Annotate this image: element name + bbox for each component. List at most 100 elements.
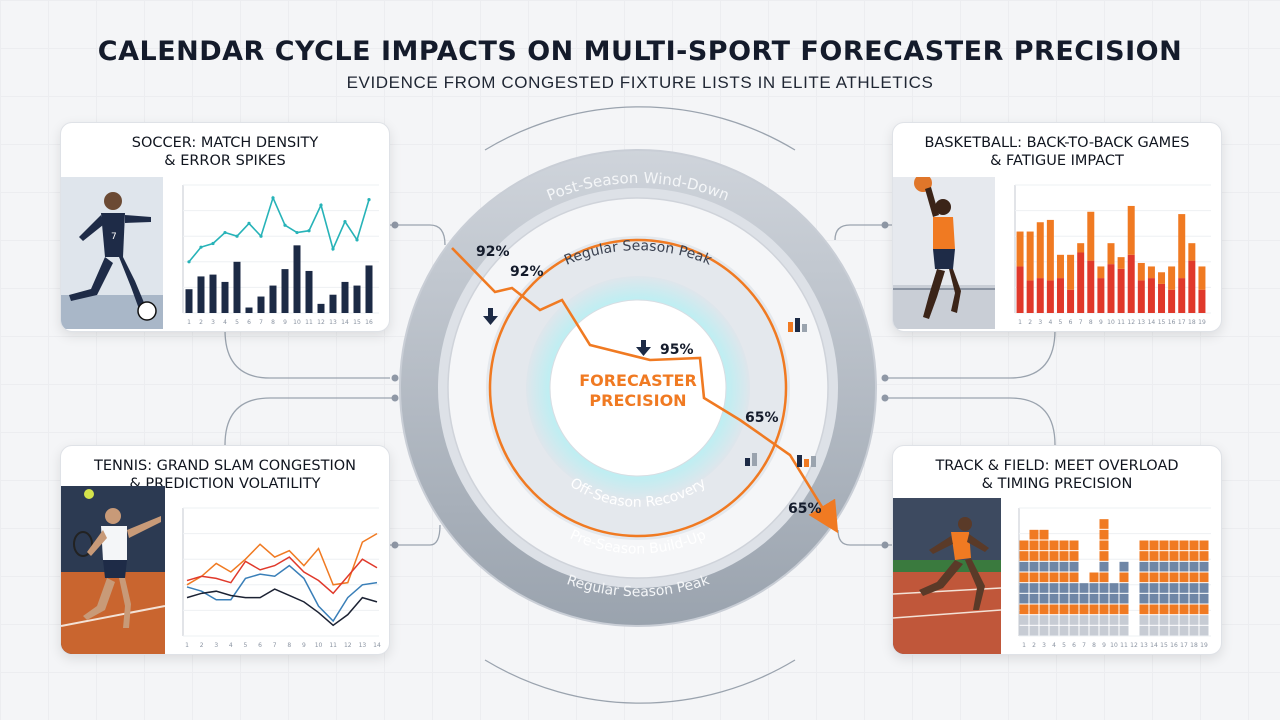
bar-soccer — [353, 285, 361, 313]
bar-basketball-top — [1127, 205, 1135, 255]
bar-soccer — [329, 294, 337, 313]
x-tick-label: 10 — [293, 319, 301, 326]
bar-basketball-top — [1137, 262, 1145, 281]
bar-basketball-base — [1016, 266, 1024, 313]
bar-basketball-base — [1087, 260, 1095, 313]
block-track — [1199, 572, 1209, 583]
x-tick-label: 15 — [1160, 642, 1168, 649]
block-track — [1029, 572, 1039, 583]
x-tick-label: 16 — [1168, 319, 1176, 326]
block-track — [1039, 625, 1049, 636]
center-label-line1: FORECASTER — [579, 371, 697, 390]
block-track — [1089, 625, 1099, 636]
x-tick-label: 6 — [1069, 319, 1073, 326]
bar-basketball-top — [1117, 257, 1125, 269]
point-soccer — [211, 241, 215, 246]
x-tick-label: 11 — [305, 319, 313, 326]
block-track — [1159, 604, 1169, 615]
bar-basketball-top — [1087, 211, 1095, 261]
bar-basketball-base — [1147, 278, 1155, 313]
x-tick-label: 7 — [259, 319, 263, 326]
block-track — [1169, 625, 1179, 636]
x-tick-label: 16 — [365, 319, 373, 326]
line-tennis — [186, 556, 378, 595]
x-tick-label: 9 — [1099, 319, 1103, 326]
block-track — [1119, 561, 1129, 572]
bar-basketball-top — [1046, 219, 1054, 281]
x-tick-label: 7 — [1082, 642, 1086, 649]
x-tick-label: 3 — [211, 319, 215, 326]
block-track — [1099, 593, 1109, 604]
bar-soccer — [341, 281, 349, 313]
bar-basketball-top — [1016, 231, 1024, 267]
block-track — [1039, 561, 1049, 572]
block-track — [1149, 540, 1159, 551]
block-track — [1139, 561, 1149, 572]
block-track — [1149, 615, 1159, 625]
x-tick-label: 9 — [302, 642, 306, 649]
basketball-player-illustration — [893, 177, 995, 329]
mini-bars-icon — [788, 318, 807, 332]
block-track — [1019, 615, 1029, 625]
block-track — [1059, 615, 1069, 625]
block-track — [1099, 615, 1109, 625]
line-tennis — [186, 532, 378, 586]
bar-basketball-base — [1127, 254, 1135, 313]
block-track — [1189, 593, 1199, 604]
block-track — [1059, 604, 1069, 615]
x-tick-label: 16 — [1170, 642, 1178, 649]
track-chart: 1 2 3 4 5 6 7 8 9 10 11 12 13 14 15 16 17 18 19 — [1018, 507, 1211, 649]
svg-text:7: 7 — [111, 232, 117, 242]
block-track — [1019, 572, 1029, 583]
panel-track: TRACK & FIELD: MEET OVERLOAD & TIMING PR… — [892, 445, 1222, 655]
block-track — [1169, 540, 1179, 551]
bar-basketball-base — [1188, 260, 1196, 313]
x-tick-label: 11 — [1120, 642, 1128, 649]
bar-soccer — [233, 261, 241, 313]
x-tick-label: 15 — [353, 319, 361, 326]
outer-halo-bottom — [484, 659, 796, 704]
point-soccer — [331, 247, 335, 251]
connector-dots — [391, 221, 889, 549]
block-track — [1059, 583, 1069, 593]
block-track — [1099, 572, 1109, 583]
x-tick-label: 13 — [329, 319, 337, 326]
block-track — [1179, 625, 1189, 636]
block-track — [1029, 604, 1039, 615]
soccer-chart: 1 2 3 4 5 6 7 8 9 10 11 12 13 14 15 16 — [182, 184, 379, 326]
block-track — [1039, 604, 1049, 615]
block-track — [1109, 593, 1119, 604]
block-track — [1179, 583, 1189, 593]
x-tick-label: 5 — [235, 319, 239, 326]
bar-soccer — [257, 296, 265, 313]
block-track — [1139, 551, 1149, 561]
block-track — [1069, 604, 1079, 615]
down-arrow-icon — [636, 340, 651, 356]
block-track — [1099, 529, 1109, 540]
block-track — [1159, 572, 1169, 583]
block-track — [1179, 593, 1189, 604]
block-track — [1019, 625, 1029, 636]
x-tick-label: 3 — [1042, 642, 1046, 649]
block-track — [1099, 519, 1109, 529]
block-track — [1159, 593, 1169, 604]
point-soccer — [367, 198, 371, 202]
connector-basketball — [834, 224, 892, 241]
block-track — [1089, 604, 1099, 615]
block-track — [1119, 625, 1129, 636]
point-soccer — [223, 230, 227, 235]
block-track — [1049, 551, 1059, 561]
down-arrow-icon — [483, 308, 498, 325]
x-tick-label: 8 — [1089, 319, 1093, 326]
x-tick-label: 10 — [315, 642, 323, 649]
bar-soccer — [209, 274, 217, 313]
block-track — [1029, 615, 1039, 625]
block-track — [1109, 625, 1119, 636]
x-tick-label: 13 — [1137, 319, 1145, 326]
block-track — [1139, 625, 1149, 636]
bar-basketball-base — [1198, 289, 1206, 313]
panel-basketball-title: BASKETBALL: BACK-TO-BACK GAMES & FATIGUE… — [924, 135, 1190, 169]
precision-label-3: 95% — [660, 342, 694, 358]
x-tick-label: 6 — [258, 642, 262, 649]
point-soccer — [283, 223, 287, 227]
